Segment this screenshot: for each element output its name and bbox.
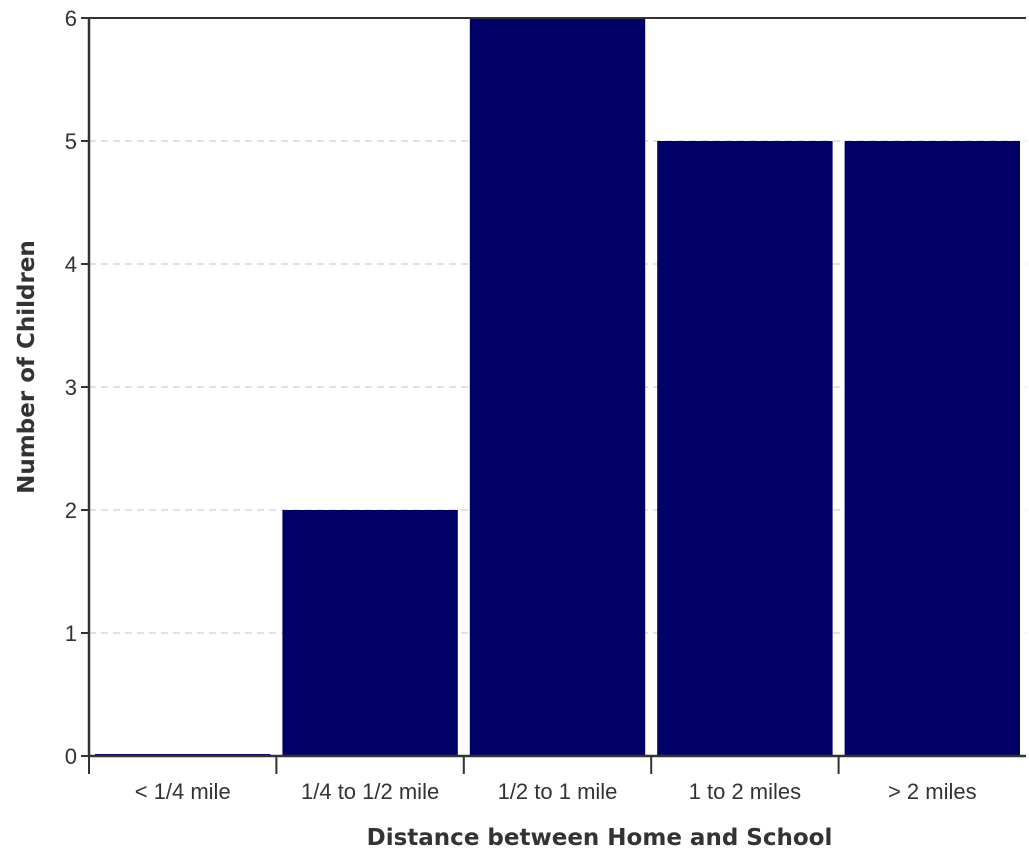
y-tick-label: 3 (65, 375, 77, 400)
bar (657, 141, 833, 756)
x-axis-ticks: < 1/4 mile 1/4 to 1/2 mile 1/2 to 1 mile 1 … (88, 756, 977, 804)
y-tick-label: 5 (65, 129, 77, 154)
y-tick-label: 4 (65, 252, 77, 277)
y-axis-title: Number of Children (14, 240, 40, 494)
y-tick-label: 0 (65, 744, 77, 769)
x-tick-label: 1/2 to 1 mile (498, 779, 618, 804)
x-tick-label: > 2 miles (888, 779, 977, 804)
bar (282, 510, 458, 756)
bars (95, 18, 1020, 756)
x-axis-title: Distance between Home and School (367, 825, 833, 851)
bar (844, 141, 1020, 756)
x-tick-label: 1/4 to 1/2 mile (301, 779, 439, 804)
y-tick-label: 6 (65, 6, 77, 31)
bar (469, 18, 646, 756)
y-tick-label: 2 (65, 498, 77, 523)
y-axis-ticks: 0 1 2 3 4 5 6 (65, 6, 89, 769)
y-tick-label: 1 (65, 621, 77, 646)
x-tick-label: < 1/4 mile (135, 779, 231, 804)
x-tick-label: 1 to 2 miles (689, 779, 802, 804)
